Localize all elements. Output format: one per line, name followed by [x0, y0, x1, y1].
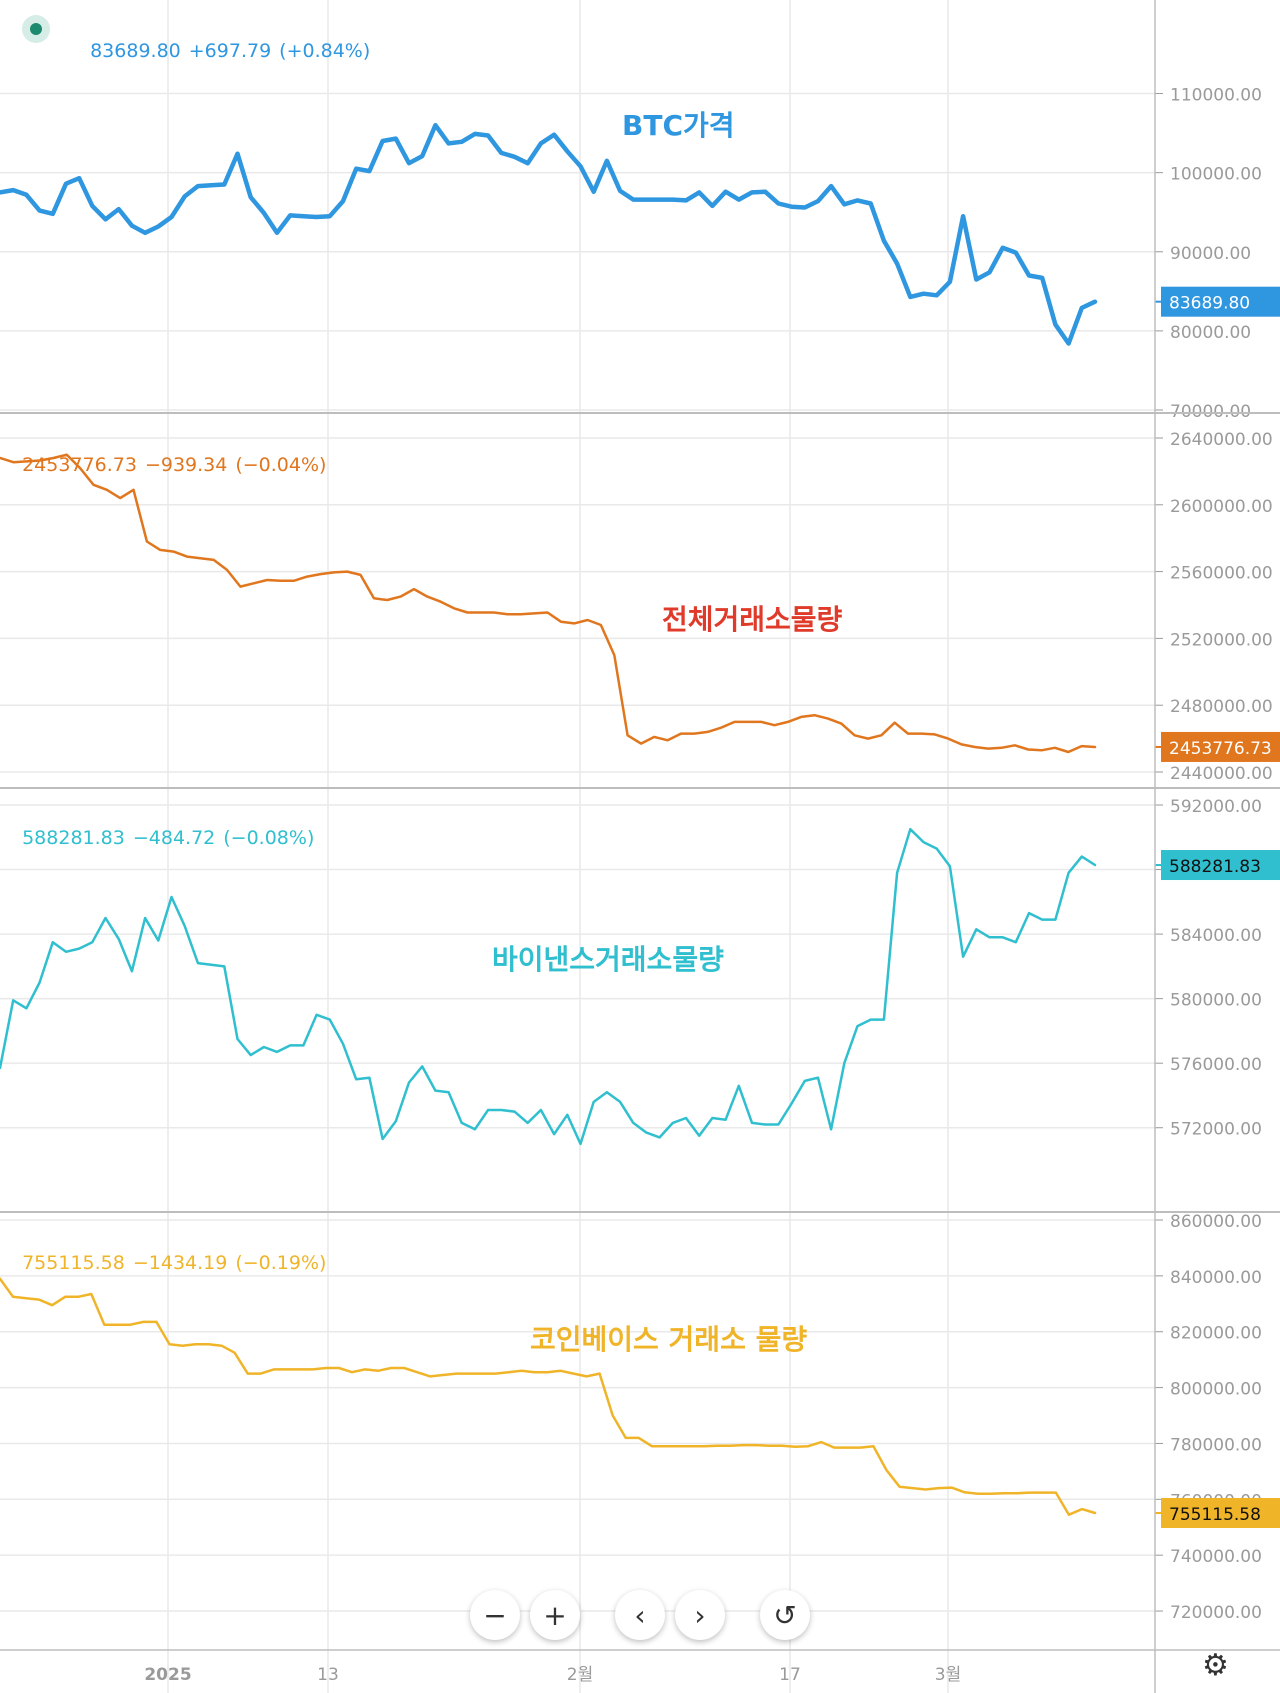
y-tick-label: 740000.00: [1170, 1547, 1262, 1567]
value-badge-label-coinbase: 755115.58: [1169, 1505, 1261, 1525]
series-line-binance: [0, 827, 1097, 1146]
coinbase-header-pct: (−0.19%): [235, 1252, 327, 1274]
series-line-coinbase: [0, 1277, 1097, 1516]
total-header: 2453776.73 −939.34 (−0.04%): [10, 432, 334, 476]
x-tick-label: 2월: [567, 1665, 593, 1685]
y-tick-label: 2600000.00: [1170, 497, 1273, 517]
x-tick-label: 13: [317, 1665, 339, 1685]
panel-btc: 110000.00100000.0090000.0080000.0070000.…: [0, 0, 1280, 422]
total-annotation: 전체거래소물량: [662, 603, 843, 636]
y-tick-label: 80000.00: [1170, 323, 1251, 343]
y-tick-label: 2440000.00: [1170, 764, 1273, 784]
binance-header-change: −484.72: [132, 827, 216, 849]
value-badge-binance: [1161, 850, 1280, 881]
x-tick-label: 3월: [935, 1665, 961, 1685]
total-header-pct: (−0.04%): [235, 454, 327, 476]
total-header-value: 2453776.73: [22, 454, 137, 476]
btc-header-value: 83689.80: [90, 40, 181, 62]
gear-icon[interactable]: ⚙: [1202, 1648, 1229, 1683]
btc-header: 83689.80 +697.79 (+0.84%): [78, 18, 378, 62]
scroll-forward-button[interactable]: ›: [675, 1590, 725, 1640]
y-tick-label: 572000.00: [1170, 1120, 1262, 1140]
btc-header-change: +697.79: [188, 40, 272, 62]
coinbase-header: 755115.58 −1434.19 (−0.19%): [10, 1230, 334, 1274]
series-line-btc: [0, 122, 1098, 346]
y-tick-label: 2480000.00: [1170, 697, 1273, 717]
reset-button[interactable]: ↺: [760, 1590, 810, 1640]
y-tick-label: 592000.00: [1170, 797, 1262, 817]
binance-header-pct: (−0.08%): [223, 827, 315, 849]
value-badge-total: [1161, 731, 1280, 762]
y-tick-label: 90000.00: [1170, 244, 1251, 264]
value-badge-label-btc: 83689.80: [1169, 294, 1250, 314]
x-tick-label: 2025: [144, 1665, 191, 1685]
y-tick-label: 110000.00: [1170, 86, 1262, 106]
y-tick-label: 2520000.00: [1170, 630, 1273, 650]
zoom-out-button[interactable]: −: [470, 1590, 520, 1640]
value-badge-label-total: 2453776.73: [1169, 739, 1272, 759]
btc-annotation: BTC가격: [622, 109, 735, 142]
y-tick-label: 860000.00: [1170, 1212, 1262, 1232]
y-tick-label: 584000.00: [1170, 926, 1262, 946]
minus-icon: −: [483, 1598, 507, 1632]
coinbase-annotation: 코인베이스 거래소 물량: [530, 1323, 808, 1356]
plus-icon: +: [543, 1598, 567, 1632]
chevron-right-icon: ›: [694, 1598, 706, 1632]
coinbase-header-value: 755115.58: [22, 1252, 125, 1274]
binance-header-value: 588281.83: [22, 827, 125, 849]
binance-header: 588281.83 −484.72 (−0.08%): [10, 805, 322, 849]
y-tick-label: 800000.00: [1170, 1380, 1262, 1400]
zoom-in-button[interactable]: +: [530, 1590, 580, 1640]
y-tick-label: 580000.00: [1170, 991, 1262, 1011]
y-tick-label: 780000.00: [1170, 1435, 1262, 1455]
y-tick-label: 100000.00: [1170, 165, 1262, 185]
scroll-back-button[interactable]: ‹: [615, 1590, 665, 1640]
value-badge-coinbase: [1161, 1497, 1280, 1528]
coinbase-header-change: −1434.19: [132, 1252, 228, 1274]
panel-total: 2640000.00 2600000.00 2560000.00 2520000.00…: [0, 412, 1280, 788]
reset-icon: ↺: [773, 1598, 797, 1632]
chevron-left-icon: ‹: [634, 1598, 646, 1632]
y-tick-label: 2640000.00: [1170, 430, 1273, 450]
x-tick-label: 17: [779, 1665, 801, 1685]
y-tick-label: 576000.00: [1170, 1055, 1262, 1075]
panel-binance: 592000.00588000.00584000.00580000.005760…: [0, 787, 1280, 1212]
series-line-total: [0, 453, 1097, 754]
value-badge-label-binance: 588281.83: [1169, 857, 1261, 877]
y-tick-label: 820000.00: [1170, 1324, 1262, 1344]
value-badge-btc: [1161, 286, 1280, 317]
y-tick-label: 720000.00: [1170, 1603, 1262, 1623]
y-tick-label: 840000.00: [1170, 1268, 1262, 1288]
total-header-change: −939.34: [144, 454, 228, 476]
btc-header-pct: (+0.84%): [279, 40, 371, 62]
live-indicator-icon: [22, 15, 50, 43]
binance-annotation: 바이낸스거래소물량: [492, 943, 724, 976]
y-tick-label: 2560000.00: [1170, 564, 1273, 584]
